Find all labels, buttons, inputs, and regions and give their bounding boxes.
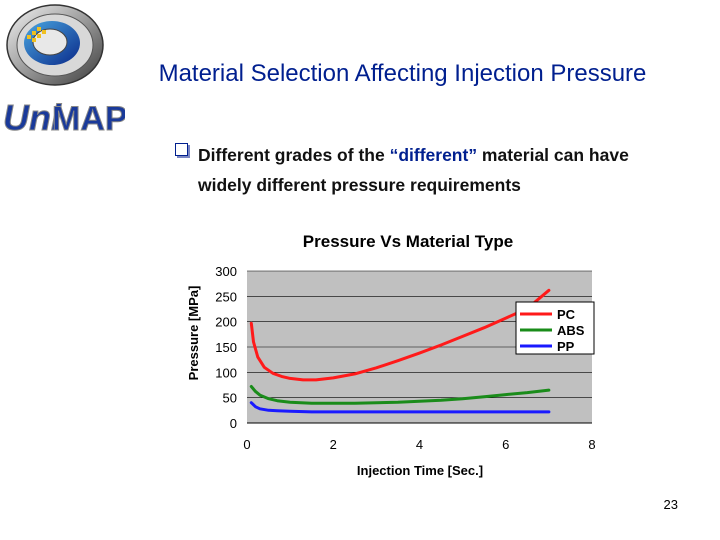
series-line-abs xyxy=(249,385,551,405)
checkbox-bullet-icon xyxy=(175,143,188,156)
x-axis-label: Injection Time [Sec.] xyxy=(357,463,483,478)
unimap-wordmark: Uni MAP xyxy=(3,97,126,139)
y-tick-label: 150 xyxy=(215,340,237,355)
unimap-crest-icon xyxy=(6,4,104,86)
legend-label-abs: ABS xyxy=(557,323,585,338)
y-tick-label: 50 xyxy=(223,391,237,406)
unimap-logo: Uni MAP xyxy=(3,4,126,139)
chart-title: Pressure Vs Material Type xyxy=(303,232,513,251)
y-axis-label: Pressure [MPa] xyxy=(186,286,201,381)
x-tick-label: 6 xyxy=(502,437,509,452)
legend-label-pp: PP xyxy=(557,339,575,354)
bullet-text-pre: Different grades of the xyxy=(198,145,390,165)
y-tick-label: 200 xyxy=(215,315,237,330)
series-line-pc xyxy=(249,288,551,382)
y-tick-label: 250 xyxy=(215,289,237,304)
x-tick-label: 0 xyxy=(243,437,250,452)
series-lines xyxy=(249,288,551,414)
slide-title: Material Selection Affecting Injection P… xyxy=(158,60,647,87)
svg-text:Uni: Uni xyxy=(3,97,62,138)
gridlines xyxy=(247,270,592,424)
legend-label-pc: PC xyxy=(557,307,576,322)
y-tick-label: 100 xyxy=(215,365,237,380)
y-tick-label: 0 xyxy=(230,416,237,431)
svg-text:MAP: MAP xyxy=(52,100,125,138)
bullet-text: Different grades of the “different” mate… xyxy=(198,140,668,200)
x-tick-label: 2 xyxy=(330,437,337,452)
y-tick-labels: 0 50 100 150 200 250 300 xyxy=(215,264,237,431)
series-line-pp xyxy=(249,401,551,414)
page-number: 23 xyxy=(663,497,678,512)
y-tick-label: 300 xyxy=(215,264,237,279)
x-tick-label: 4 xyxy=(416,437,423,452)
x-tick-label: 8 xyxy=(588,437,595,452)
bullet-text-highlight: “different” xyxy=(389,145,478,165)
x-tick-labels: 0 2 4 6 8 xyxy=(243,437,595,452)
bullet-text-post: material can have widely different press… xyxy=(198,145,629,195)
